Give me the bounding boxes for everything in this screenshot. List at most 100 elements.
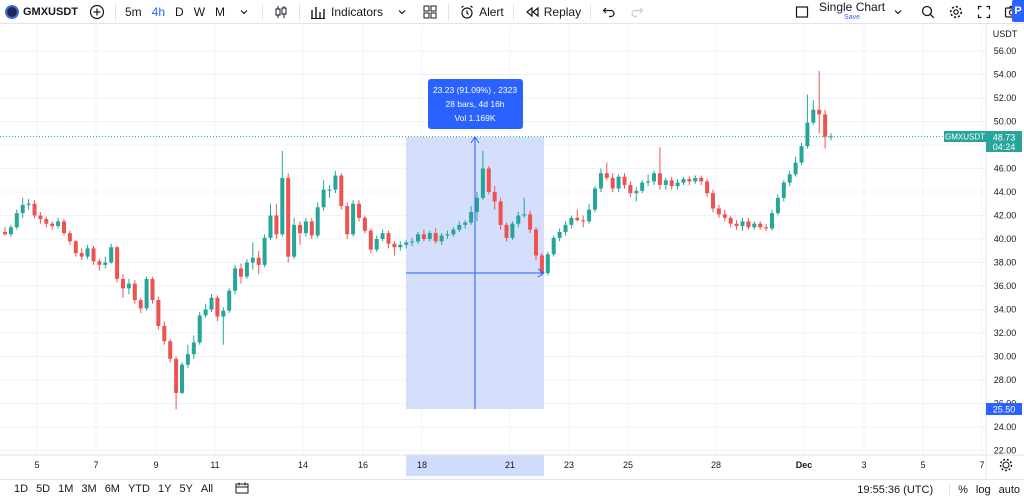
- candle: [233, 264, 238, 295]
- redo-button[interactable]: [623, 0, 651, 24]
- candle: [185, 344, 190, 369]
- alert-button[interactable]: Alert: [453, 0, 509, 24]
- interval-m[interactable]: M: [215, 4, 226, 19]
- candle: [634, 187, 639, 202]
- templates-button[interactable]: [416, 0, 444, 24]
- range-3m[interactable]: 3M: [81, 483, 97, 495]
- utc-clock[interactable]: 19:55:36 (UTC): [857, 483, 934, 496]
- layout-save-button[interactable]: Single Chart Save: [819, 1, 885, 23]
- measure-change: 23.23 (91.09%) , 2323: [433, 85, 517, 95]
- candle: [14, 209, 19, 230]
- undo-icon: [600, 3, 618, 21]
- time-tick-label: 25: [623, 460, 633, 470]
- time-tick-label: 5: [34, 460, 39, 470]
- range-1m[interactable]: 1M: [58, 483, 74, 495]
- range-5y[interactable]: 5Y: [179, 483, 193, 495]
- range-1d[interactable]: 1D: [14, 483, 29, 495]
- candle: [746, 217, 751, 230]
- candle: [327, 184, 332, 198]
- candle-body: [545, 254, 550, 274]
- candle: [121, 274, 125, 298]
- indicators-button[interactable]: Indicators: [304, 0, 388, 24]
- percent-toggle[interactable]: %: [949, 483, 972, 496]
- candle-body: [386, 233, 391, 244]
- divider: [262, 3, 264, 20]
- candle-body: [746, 221, 751, 228]
- price-tick-label: 38.00: [994, 258, 1017, 268]
- auto-toggle[interactable]: auto: [998, 483, 1020, 496]
- compare-button[interactable]: [83, 0, 111, 24]
- candle: [416, 231, 420, 244]
- candle: [79, 248, 84, 261]
- candle-body: [510, 223, 515, 238]
- candle: [516, 211, 521, 228]
- replay-button[interactable]: Replay: [518, 0, 586, 24]
- candle-body: [528, 214, 533, 230]
- candle-body: [516, 215, 521, 224]
- candle: [457, 221, 462, 232]
- measure-arrowhead-right: [537, 268, 545, 278]
- indicators-dropdown[interactable]: [388, 0, 416, 24]
- candlestick-chart[interactable]: 56.0054.0052.0050.0048.0046.0044.0042.00…: [0, 25, 1024, 479]
- candle: [486, 166, 491, 195]
- time-range-highlight: [406, 455, 544, 476]
- candle-body: [327, 189, 332, 191]
- fullscreen-icon[interactable]: [975, 3, 993, 21]
- candle: [451, 227, 456, 237]
- range-ytd[interactable]: YTD: [127, 483, 150, 495]
- candle: [286, 173, 291, 263]
- symbol-search[interactable]: GMXUSDT: [0, 0, 83, 24]
- candle: [221, 307, 226, 345]
- range-6m[interactable]: 6M: [104, 483, 120, 495]
- candle: [3, 227, 7, 236]
- candle-body: [445, 234, 450, 236]
- candle-body: [433, 233, 438, 242]
- search-icon[interactable]: [919, 3, 937, 21]
- goto-date-button[interactable]: [231, 482, 253, 497]
- candle: [209, 294, 214, 312]
- candle-body: [321, 189, 326, 208]
- candle: [67, 230, 72, 245]
- log-toggle[interactable]: log: [975, 483, 991, 496]
- range-1y[interactable]: 1Y: [157, 483, 172, 495]
- layout-save-label: Save: [844, 13, 860, 21]
- candle-body: [292, 224, 297, 257]
- candle: [38, 211, 43, 224]
- candle-body: [274, 215, 279, 235]
- gear-icon[interactable]: [947, 3, 965, 21]
- candle-body: [640, 182, 645, 191]
- candle-body: [563, 224, 568, 232]
- candle-body: [752, 223, 757, 228]
- range-5d[interactable]: 5D: [36, 483, 51, 495]
- chevron-down-icon[interactable]: [889, 3, 907, 21]
- candle: [817, 70, 822, 134]
- undo-button[interactable]: [595, 0, 623, 24]
- interval-dropdown[interactable]: [230, 0, 258, 24]
- publish-button[interactable]: P: [1012, 0, 1024, 22]
- candle-body: [144, 278, 149, 309]
- candle-body: [91, 248, 96, 262]
- candle: [799, 142, 804, 165]
- axis-settings-icon[interactable]: [999, 458, 1013, 472]
- interval-w[interactable]: W: [193, 4, 206, 19]
- candle-body: [50, 223, 55, 227]
- interval-5m[interactable]: 5m: [125, 4, 142, 19]
- candle-body: [368, 230, 373, 250]
- interval-d[interactable]: D: [175, 4, 184, 19]
- price-tick-label: 42.00: [994, 211, 1017, 221]
- chart-type-button[interactable]: [267, 0, 295, 24]
- candle-body: [280, 177, 285, 235]
- candle: [386, 230, 391, 249]
- candle: [174, 356, 179, 410]
- candle: [445, 230, 450, 239]
- candle-body: [587, 209, 592, 222]
- candle-body: [221, 310, 226, 317]
- candle: [421, 229, 426, 242]
- candle: [598, 168, 603, 192]
- interval-4h[interactable]: 4h: [151, 4, 166, 19]
- range-all[interactable]: All: [200, 483, 214, 495]
- candle: [716, 204, 721, 218]
- chart-pane[interactable]: 56.0054.0052.0050.0048.0046.0044.0042.00…: [0, 25, 1024, 479]
- layout-square-icon[interactable]: [793, 3, 811, 21]
- candle: [8, 224, 13, 237]
